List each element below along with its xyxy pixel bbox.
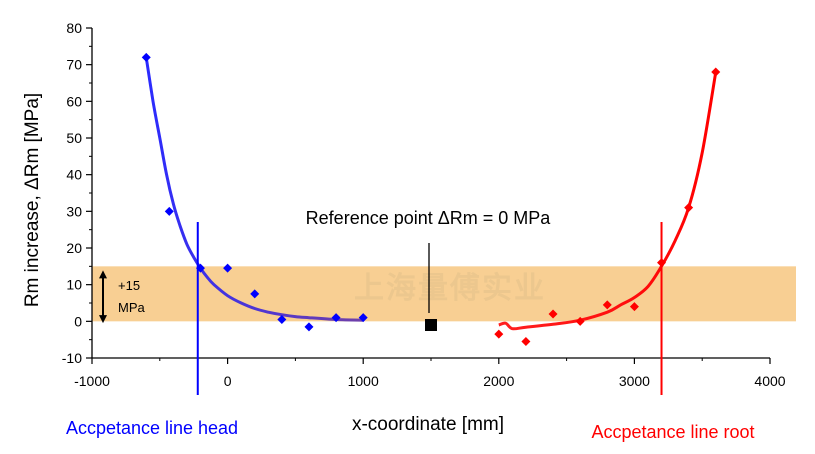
data-point-head: [358, 313, 368, 323]
data-point-head: [277, 315, 287, 324]
y-tick-label: 10: [66, 277, 82, 293]
x-tick-label: 1000: [348, 373, 379, 389]
data-point-root: [602, 300, 612, 310]
band-label-unit: MPa: [118, 300, 146, 315]
data-point-root: [629, 302, 639, 312]
fit-curve-head: [144, 57, 364, 322]
data-point-root: [575, 316, 585, 326]
y-ticks: -10 0 10 20 30 40 50 60 70 80: [62, 20, 92, 366]
y-tick-label: 0: [74, 313, 82, 329]
fit-curves: [144, 57, 718, 331]
data-point-head: [331, 313, 341, 323]
data-point-head: [223, 263, 233, 273]
data-point-root: [494, 329, 504, 339]
y-tick-label: -10: [62, 350, 82, 366]
acceptance-lines: [196, 222, 663, 395]
band-annotation: +15 MPa: [99, 270, 146, 324]
band-arrow-head-up: [99, 270, 107, 279]
x-tick-label: 4000: [754, 373, 785, 389]
data-point-head: [304, 322, 314, 332]
data-point-root: [684, 203, 694, 213]
band-arrow-head-down: [99, 315, 107, 324]
y-tick-label: 80: [66, 20, 82, 36]
data-point-head: [250, 289, 260, 299]
x-ticks: -1000 0 1000 2000 3000 4000: [74, 358, 786, 389]
y-tick-label: 60: [66, 93, 82, 109]
acceptance-line-head-label: Accpetance line head: [66, 418, 238, 438]
y-axis-title: Rm increase, ΔRm [MPa]: [22, 93, 43, 307]
y-tick-label: 50: [66, 130, 82, 146]
y-tick-label: 70: [66, 57, 82, 73]
data-point-root: [711, 67, 721, 77]
y-tick-label: 40: [66, 167, 82, 183]
y-tick-label: 20: [66, 240, 82, 256]
watermark: 上海量傅实业: [354, 271, 546, 305]
data-point-root: [521, 337, 531, 346]
reference-point-label: Reference point ΔRm = 0 MPa: [306, 208, 552, 228]
x-axis-title: x-coordinate [mm]: [352, 414, 504, 435]
x-tick-label: 0: [224, 373, 232, 389]
x-tick-label: -1000: [74, 373, 110, 389]
acceptance-band: [92, 266, 796, 322]
band-label-value: +15: [118, 278, 140, 293]
y-tick-label: 30: [66, 203, 82, 219]
acceptance-line-root-label: Accpetance line root: [591, 422, 754, 442]
fit-curve-root: [498, 71, 718, 331]
data-point-head: [141, 52, 151, 62]
reference-point-marker: [425, 319, 437, 331]
data-point-root: [548, 309, 558, 319]
data-point-head: [164, 206, 174, 216]
x-tick-label: 2000: [483, 373, 514, 389]
data-points: [141, 52, 721, 346]
x-tick-label: 3000: [619, 373, 650, 389]
